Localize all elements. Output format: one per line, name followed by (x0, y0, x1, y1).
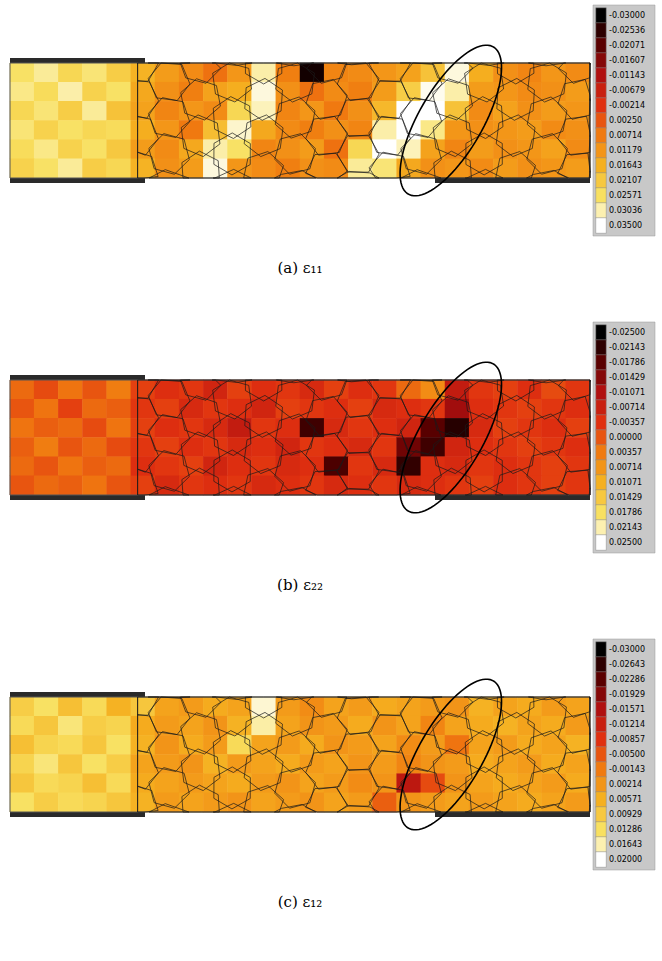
svg-text:0.00571: 0.00571 (609, 795, 642, 804)
svg-text:-0.03000: -0.03000 (609, 11, 645, 20)
svg-text:(a) ε₁₁: (a) ε₁₁ (277, 259, 322, 277)
svg-text:-0.00857: -0.00857 (609, 735, 645, 744)
svg-text:0.00714: 0.00714 (609, 131, 642, 140)
svg-text:0.02107: 0.02107 (609, 176, 642, 185)
svg-text:0.00929: 0.00929 (609, 810, 642, 819)
svg-text:0.02000: 0.02000 (609, 855, 642, 864)
svg-text:-0.00357: -0.00357 (609, 418, 645, 427)
svg-text:0.02500: 0.02500 (609, 538, 642, 547)
svg-text:0.01643: 0.01643 (609, 161, 642, 170)
svg-text:0.01071: 0.01071 (609, 478, 642, 487)
svg-text:0.01286: 0.01286 (609, 825, 642, 834)
svg-text:0.00357: 0.00357 (609, 448, 642, 457)
svg-text:-0.01607: -0.01607 (609, 56, 645, 65)
svg-text:0.03036: 0.03036 (609, 206, 642, 215)
svg-text:0.01786: 0.01786 (609, 508, 642, 517)
svg-text:-0.00214: -0.00214 (609, 101, 645, 110)
svg-text:-0.01929: -0.01929 (609, 690, 645, 699)
svg-text:-0.01786: -0.01786 (609, 358, 645, 367)
svg-text:-0.02643: -0.02643 (609, 660, 645, 669)
svg-text:0.01643: 0.01643 (609, 840, 642, 849)
svg-text:-0.02536: -0.02536 (609, 26, 645, 35)
svg-text:-0.02500: -0.02500 (609, 328, 645, 337)
svg-text:(b) ε₂₂: (b) ε₂₂ (277, 576, 323, 594)
svg-text:-0.01571: -0.01571 (609, 705, 645, 714)
svg-text:-0.01071: -0.01071 (609, 388, 645, 397)
svg-text:(c) ε₁₂: (c) ε₁₂ (278, 893, 323, 911)
svg-text:-0.01214: -0.01214 (609, 720, 645, 729)
svg-text:0.00214: 0.00214 (609, 780, 642, 789)
svg-text:-0.02286: -0.02286 (609, 675, 645, 684)
svg-text:-0.02143: -0.02143 (609, 343, 645, 352)
svg-text:-0.01143: -0.01143 (609, 71, 645, 80)
svg-text:0.00714: 0.00714 (609, 463, 642, 472)
svg-text:0.02571: 0.02571 (609, 191, 642, 200)
svg-text:-0.03000: -0.03000 (609, 645, 645, 654)
svg-text:0.02143: 0.02143 (609, 523, 642, 532)
svg-text:-0.01429: -0.01429 (609, 373, 645, 382)
svg-text:0.00000: 0.00000 (609, 433, 642, 442)
svg-text:0.00250: 0.00250 (609, 116, 642, 125)
svg-text:-0.02071: -0.02071 (609, 41, 645, 50)
svg-text:-0.00679: -0.00679 (609, 86, 645, 95)
svg-text:0.01179: 0.01179 (609, 146, 642, 155)
svg-text:-0.00500: -0.00500 (609, 750, 645, 759)
svg-text:0.01429: 0.01429 (609, 493, 642, 502)
svg-text:-0.00714: -0.00714 (609, 403, 645, 412)
svg-text:-0.00143: -0.00143 (609, 765, 645, 774)
svg-text:0.03500: 0.03500 (609, 221, 642, 230)
